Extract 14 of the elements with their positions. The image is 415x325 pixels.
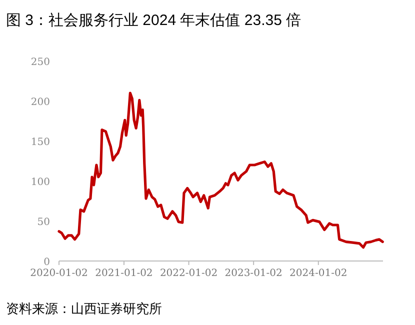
y-tick-label: 50 <box>37 217 50 228</box>
text: 资料来源：山西证券研究所 <box>6 301 162 316</box>
y-tick-label: 150 <box>30 137 50 148</box>
y-tick-label: 100 <box>30 177 50 188</box>
y-tick-label: 250 <box>30 57 50 68</box>
x-tick-label: 2021-01-02 <box>95 268 153 279</box>
y-tick-label: 0 <box>44 257 50 268</box>
chart-title: 图 3：社会服务行业 2024 年末估值 23.35 倍 <box>6 12 302 29</box>
x-tick-label: 2022-01-02 <box>160 268 218 279</box>
x-tick-label: 2024-01-02 <box>290 268 348 279</box>
x-tick-label: 2023-01-02 <box>224 268 282 279</box>
y-tick-label: 200 <box>30 97 50 108</box>
x-tick-label: 2020-01-02 <box>30 268 88 279</box>
line-series <box>58 92 384 249</box>
